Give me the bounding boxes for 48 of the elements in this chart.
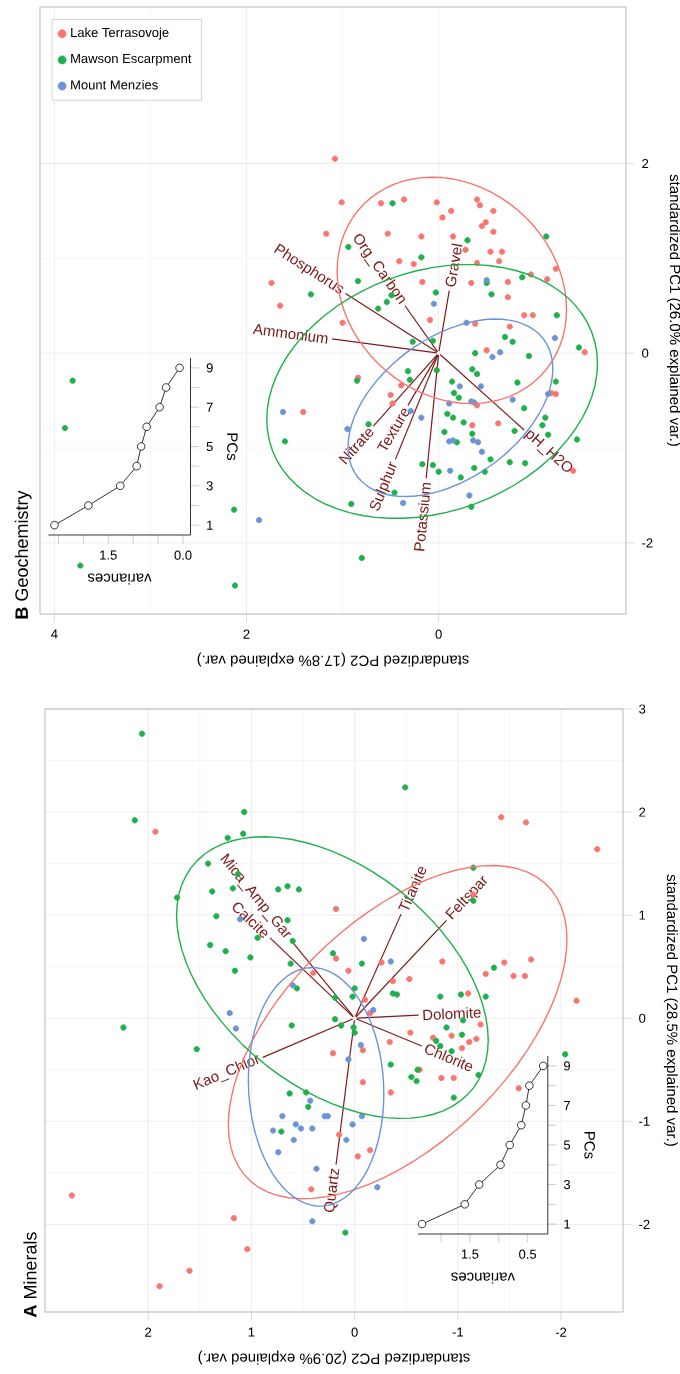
- y-tick-label: 3: [206, 481, 213, 491]
- y-tick-label: 1: [207, 520, 213, 530]
- text: Quartz: [324, 1168, 340, 1212]
- legend-label: Mount Menzies: [71, 79, 158, 90]
- x-tick-label: 1.5: [100, 550, 117, 560]
- y-tick-label: 2: [642, 158, 649, 169]
- series-label: Dolomite: [423, 1007, 481, 1021]
- y-axis-title: standardized PC1 (28.5% explained var.): [663, 874, 678, 1146]
- text: A Minerals: [23, 1232, 37, 1318]
- x-axis-title: variances: [451, 1272, 515, 1284]
- y-tick-label: 7: [206, 402, 213, 412]
- y-tick-label: 0: [639, 1013, 646, 1023]
- x-tick-label: 1: [248, 1327, 255, 1337]
- y-axis-title: PCs: [584, 1132, 595, 1159]
- text: Potassium: [414, 482, 432, 551]
- x-axis-title: variances: [87, 573, 152, 585]
- text: Ammonium: [252, 324, 328, 344]
- y-axis-title: PCs: [227, 433, 238, 461]
- y-tick-label: -2: [642, 538, 653, 548]
- x-tick-label: 1.5: [461, 1249, 479, 1259]
- x-tick-label: -1: [452, 1327, 463, 1337]
- x-tick-label: 0.0: [174, 550, 192, 560]
- legend-label: Mawson Escarpment: [71, 53, 192, 66]
- x-tick-label: 4: [51, 629, 58, 639]
- y-tick-label: 9: [564, 1061, 571, 1071]
- y-tick-label: 2: [639, 807, 646, 817]
- y-tick-label: 3: [639, 704, 646, 714]
- y-tick-label: -2: [639, 1219, 650, 1229]
- x-tick-label: 0: [351, 1327, 358, 1337]
- y-tick-label: 7: [564, 1100, 570, 1110]
- y-tick-label: 5: [563, 1140, 571, 1150]
- x-axis-title: standardized PC2 (17.8% explained var.): [197, 652, 469, 667]
- text: Gravel: [445, 243, 463, 287]
- legend-label: Lake Terrasovoje: [71, 27, 169, 40]
- x-tick-label: 0: [435, 629, 442, 639]
- y-tick-label: 5: [206, 441, 213, 452]
- x-tick-label: 2: [243, 629, 250, 639]
- y-tick-label: 3: [563, 1179, 571, 1190]
- y-tick-label: 0: [642, 348, 649, 358]
- x-tick-label: 0.5: [519, 1249, 537, 1259]
- y-axis-title: standardized PC1 (26.0% explained var.): [666, 174, 680, 446]
- x-tick-label: 2: [145, 1327, 152, 1337]
- y-tick-label: 1: [564, 1219, 570, 1229]
- y-tick-label: 9: [206, 363, 213, 373]
- text: B Geochemistry: [14, 490, 32, 619]
- y-tick-label: 1: [639, 910, 646, 920]
- x-axis-title: standardized PC2 (20.9% explained var.): [198, 1350, 470, 1365]
- y-tick-label: -1: [639, 1116, 650, 1126]
